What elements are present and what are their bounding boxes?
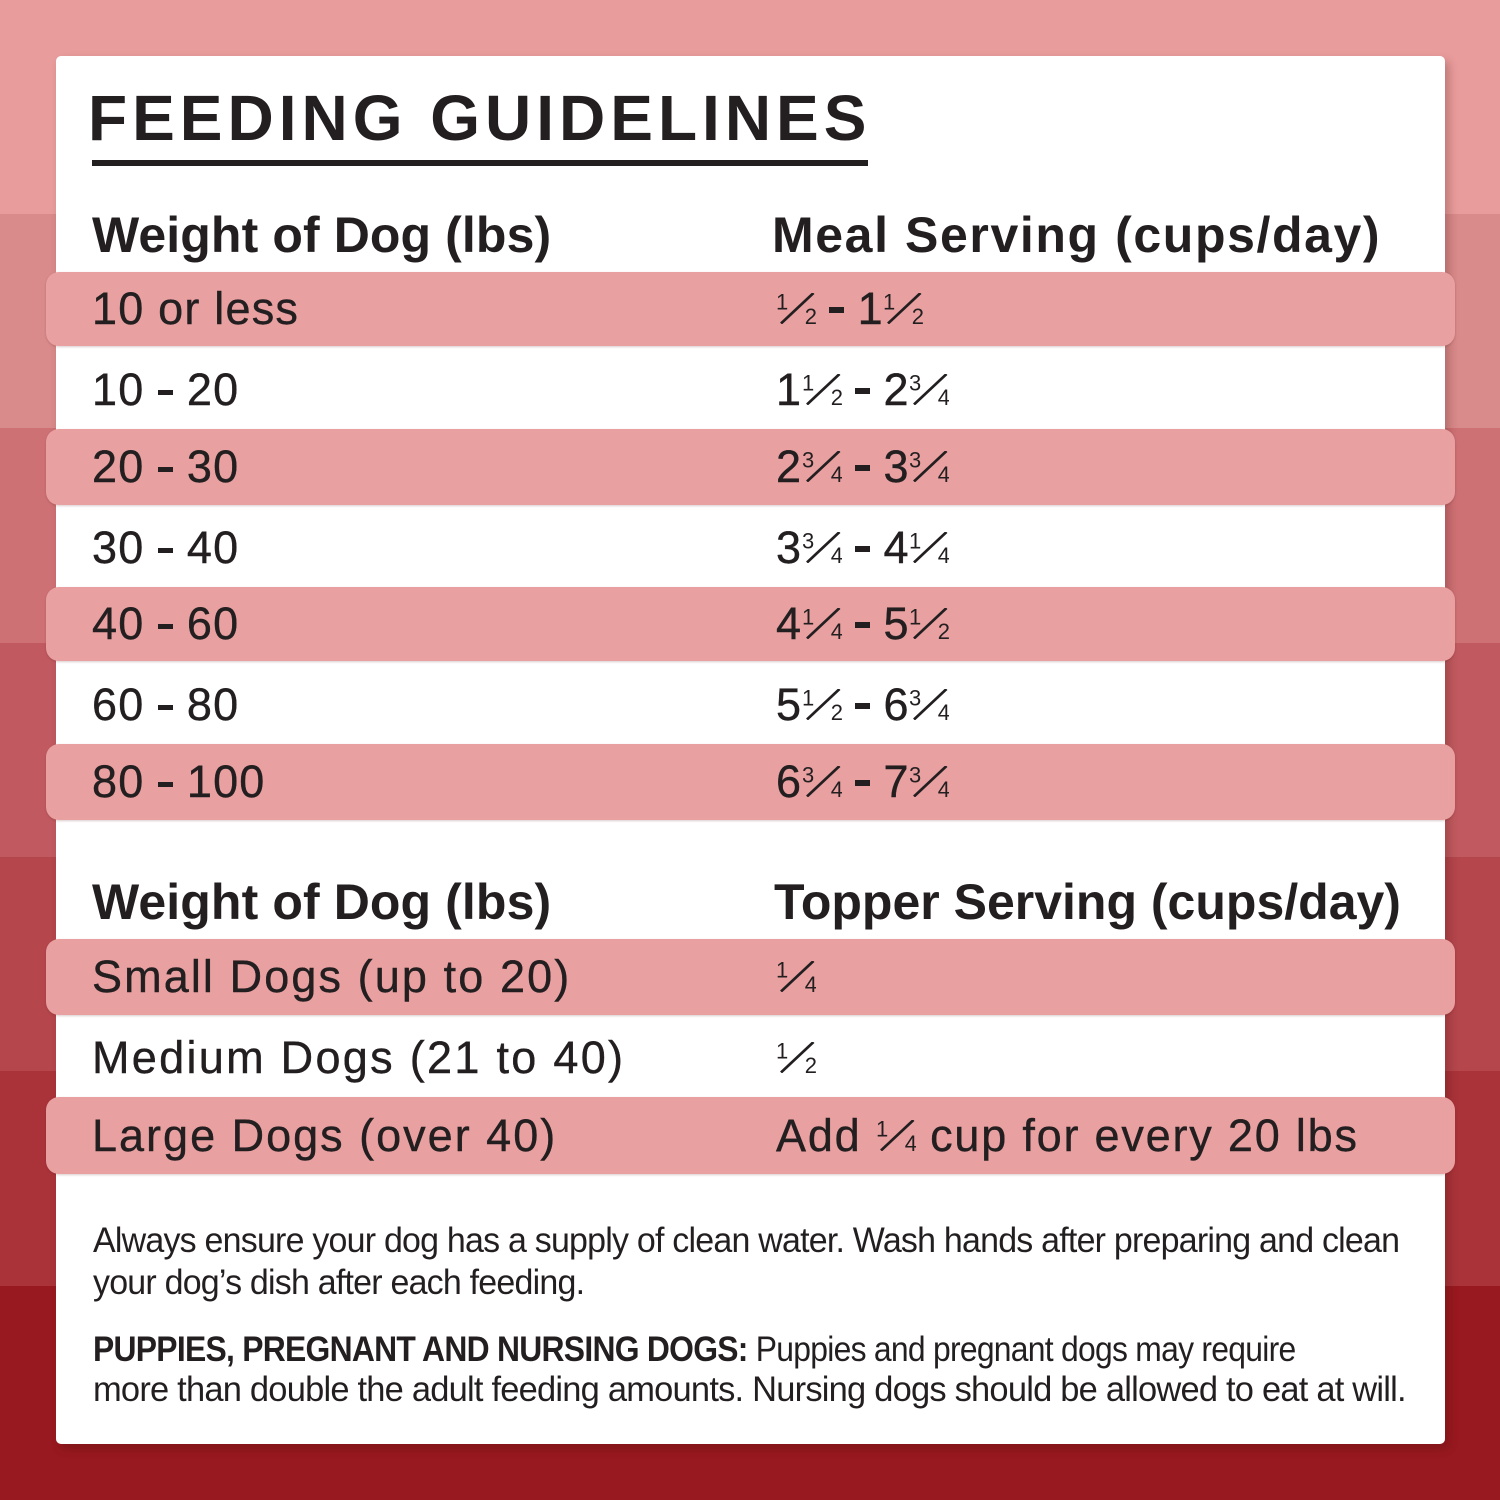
svg-text:1: 1: [777, 961, 788, 983]
svg-text:4: 4: [831, 462, 842, 482]
svg-text:1: 1: [803, 608, 814, 630]
svg-text:4: 4: [938, 700, 949, 720]
svg-text:3: 3: [910, 766, 921, 788]
svg-text:2: 2: [831, 700, 842, 720]
svg-text:3: 3: [803, 532, 814, 554]
svg-text:2: 2: [938, 619, 949, 639]
svg-text:3: 3: [910, 374, 921, 396]
svg-text:1: 1: [803, 374, 814, 396]
svg-text:1: 1: [777, 1042, 788, 1064]
svg-text:4: 4: [938, 385, 949, 405]
svg-text:4: 4: [805, 972, 816, 992]
svg-text:4: 4: [938, 462, 949, 482]
svg-text:2: 2: [831, 385, 842, 405]
svg-text:1: 1: [884, 293, 895, 315]
svg-text:3: 3: [803, 451, 814, 473]
svg-text:1: 1: [803, 689, 814, 711]
svg-text:1: 1: [777, 293, 788, 315]
svg-text:2: 2: [805, 1053, 816, 1073]
svg-text:1: 1: [877, 1120, 888, 1142]
svg-text:4: 4: [831, 777, 842, 797]
svg-text:4: 4: [831, 619, 842, 639]
svg-text:4: 4: [938, 543, 949, 563]
svg-text:2: 2: [912, 304, 923, 324]
svg-text:1: 1: [910, 532, 921, 554]
svg-text:1: 1: [910, 608, 921, 630]
svg-text:4: 4: [831, 543, 842, 563]
svg-text:4: 4: [905, 1131, 916, 1151]
svg-text:4: 4: [938, 777, 949, 797]
svg-text:3: 3: [803, 766, 814, 788]
svg-text:3: 3: [910, 689, 921, 711]
svg-text:3: 3: [910, 451, 921, 473]
svg-text:2: 2: [805, 304, 816, 324]
